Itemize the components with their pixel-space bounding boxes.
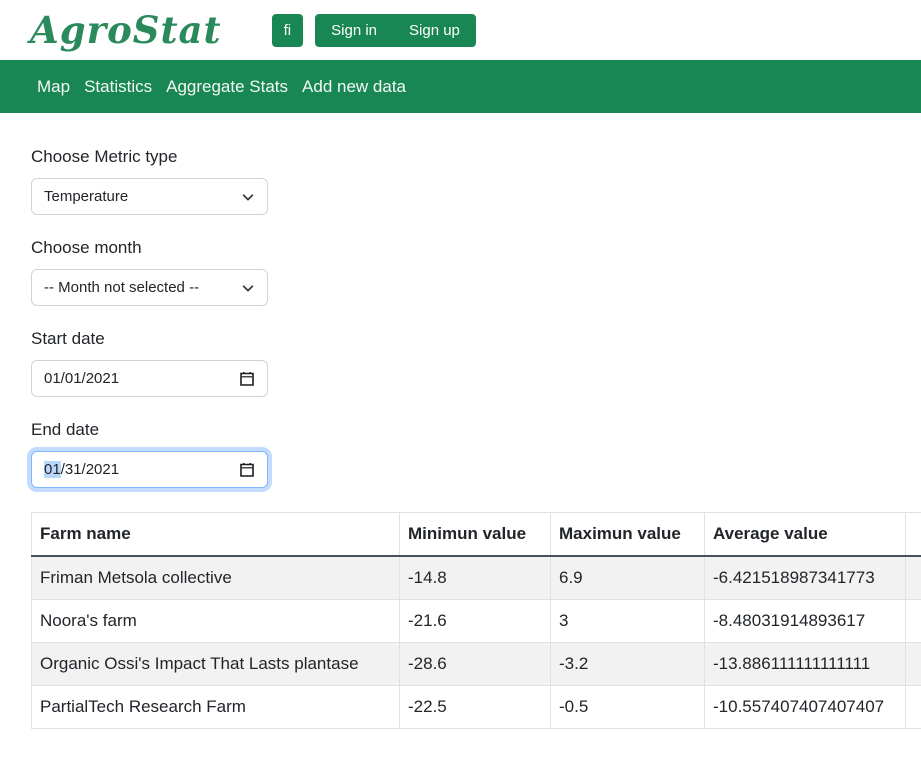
start-date-label: Start date [31,329,105,348]
sign-in-button[interactable]: Sign in [315,13,394,47]
calendar-icon[interactable] [239,462,255,478]
column-header-avg-value: Average value [704,512,906,557]
table-row: Friman Metsola collective -14.8 6.9 -6.4… [31,555,921,600]
end-date-value: 01/31/2021 [44,461,119,478]
column-header-empty [905,512,921,557]
farm-name-cell: Noora's farm [31,599,400,643]
start-date-input[interactable]: 01/01/2021 [31,360,268,397]
sign-up-button[interactable]: Sign up [393,13,476,47]
language-button[interactable]: fi [271,13,304,47]
main-content: Choose Metric type Temperature Choose mo… [0,113,921,488]
column-header-max-value: Maximun value [550,512,705,557]
column-header-min-value: Minimun value [399,512,551,557]
min-value-cell: -14.8 [399,555,551,600]
empty-cell [905,555,921,600]
nav-item-aggregate-stats[interactable]: Aggregate Stats [166,76,289,96]
avg-value-cell: -13.886111111111111 [704,642,906,686]
empty-cell [905,642,921,686]
avg-value-cell: -8.48031914893617 [704,599,906,643]
metric-type-label: Choose Metric type [31,147,178,166]
chevron-down-icon [241,190,255,204]
main-navbar: Map Statistics Aggregate Stats Add new d… [0,60,921,113]
metric-type-selected-value: Temperature [44,188,129,205]
max-value-cell: -0.5 [550,685,705,729]
farm-name-cell: Friman Metsola collective [31,555,400,600]
month-label: Choose month [31,238,142,257]
end-date-input[interactable]: 01/31/2021 [31,451,268,488]
end-date-label: End date [31,420,100,439]
auth-button-group: Sign in Sign up [315,13,476,47]
nav-item-add-new-data[interactable]: Add new data [302,76,406,96]
max-value-cell: 3 [550,599,705,643]
start-date-value: 01/01/2021 [44,370,120,387]
end-date-month-segment[interactable]: 01 [44,461,61,478]
month-selected-value: -- Month not selected -- [44,279,200,296]
empty-cell [905,685,921,729]
nav-item-map[interactable]: Map [37,76,71,96]
end-date-rest-segment[interactable]: /31/2021 [60,461,120,478]
brand-logo[interactable]: AgroStat [30,7,222,52]
calendar-icon[interactable] [239,371,255,387]
table-row: Noora's farm -21.6 3 -8.48031914893617 [31,599,921,643]
month-select[interactable]: -- Month not selected -- [31,269,268,306]
avg-value-cell: -10.557407407407407 [704,685,906,729]
farm-name-cell: Organic Ossi's Impact That Lasts plantas… [31,642,400,686]
max-value-cell: 6.9 [550,555,705,600]
aggregate-stats-table: Farm name Minimun value Maximun value Av… [31,512,921,729]
app-header: AgroStat fi Sign in Sign up [0,0,921,60]
farm-name-cell: PartialTech Research Farm [31,685,400,729]
min-value-cell: -22.5 [399,685,551,729]
min-value-cell: -28.6 [399,642,551,686]
nav-item-statistics[interactable]: Statistics [84,76,153,96]
table-row: PartialTech Research Farm -22.5 -0.5 -10… [31,685,921,729]
chevron-down-icon [241,281,255,295]
column-header-farm-name: Farm name [31,512,400,557]
max-value-cell: -3.2 [550,642,705,686]
empty-cell [905,599,921,643]
min-value-cell: -21.6 [399,599,551,643]
table-row: Organic Ossi's Impact That Lasts plantas… [31,642,921,686]
avg-value-cell: -6.421518987341773 [704,555,906,600]
metric-type-select[interactable]: Temperature [31,178,268,215]
table-header-row: Farm name Minimun value Maximun value Av… [31,512,921,557]
